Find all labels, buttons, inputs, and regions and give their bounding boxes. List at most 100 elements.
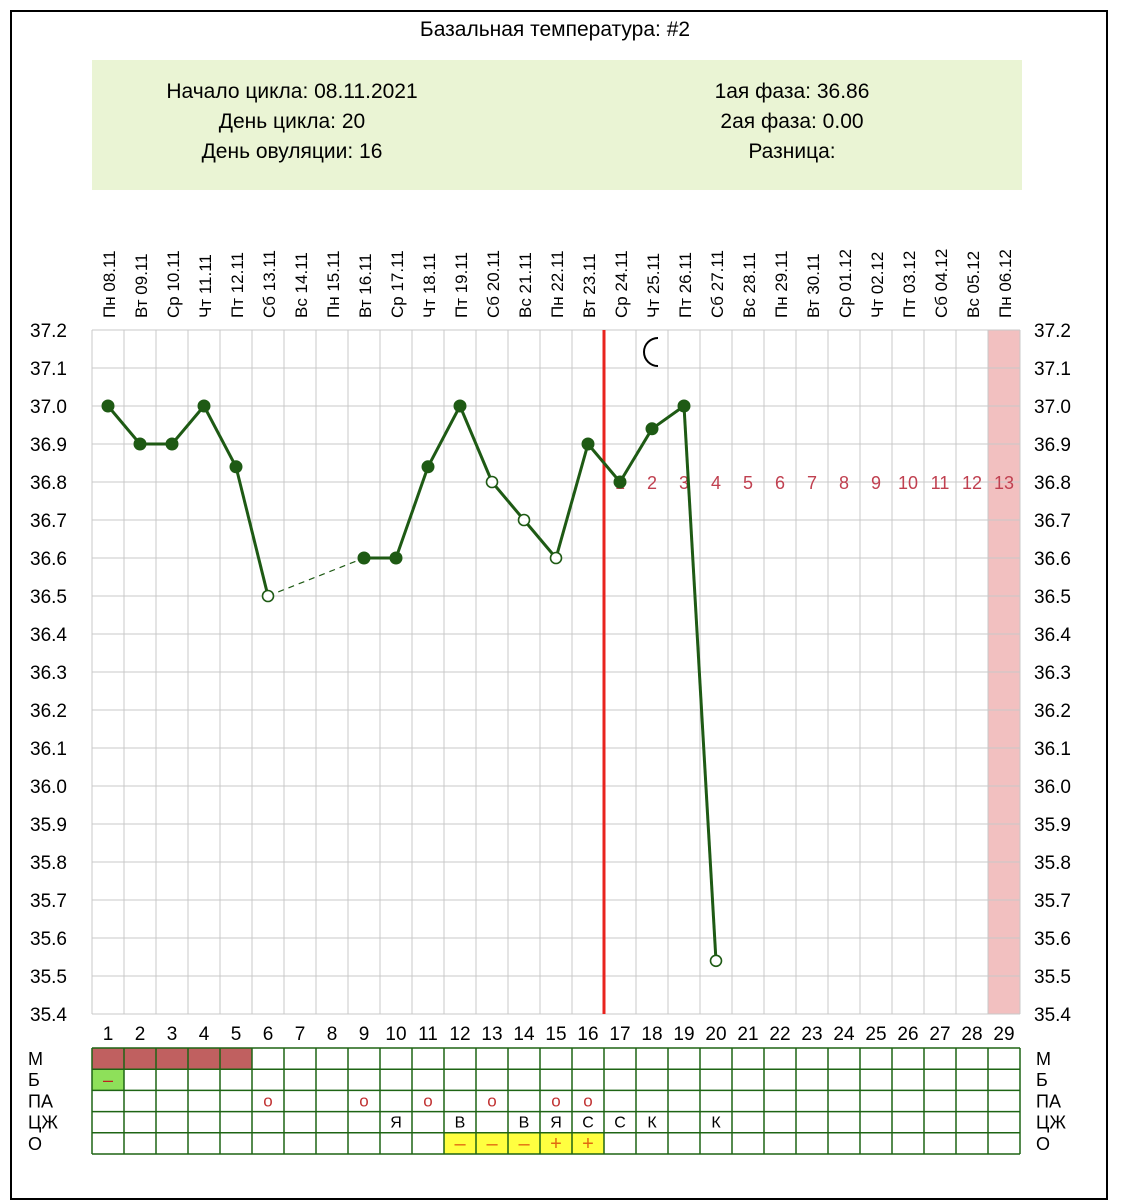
temperature-segment: [426, 405, 462, 468]
temperature-point-hollow: [549, 551, 563, 565]
temperature-segment: [618, 428, 654, 483]
y-tick-label-right: 35.5: [1034, 967, 1071, 988]
temperature-segment: [651, 404, 685, 431]
y-tick-label-right: 37.0: [1034, 397, 1071, 418]
temperature-segment: [106, 405, 142, 445]
date-label: Вт 30.11: [804, 253, 823, 318]
o-cell-mark: +: [582, 1133, 594, 1155]
day-number-label: 16: [577, 1024, 598, 1045]
day-number-label: 14: [513, 1024, 535, 1045]
temperature-point: [581, 437, 595, 451]
day-number-label: 12: [449, 1024, 470, 1045]
temperature-point: [453, 399, 467, 413]
table-row-label-right: ЦЖ: [1036, 1113, 1066, 1133]
temperature-point-hollow: [709, 954, 723, 968]
chart-frame: [10, 10, 1108, 1200]
date-label: Ср 24.11: [612, 250, 631, 318]
cz-mark: С: [614, 1115, 626, 1132]
y-tick-label-right: 36.0: [1034, 777, 1071, 798]
day-number-label: 18: [641, 1024, 662, 1045]
date-label: Ср 10.11: [164, 250, 183, 318]
y-tick-label-left: 35.7: [30, 891, 67, 912]
day-number-label: 28: [961, 1024, 982, 1045]
temperature-point: [357, 551, 371, 565]
y-tick-label-left: 36.4: [30, 625, 67, 646]
date-label: Сб 04.12: [932, 249, 951, 318]
date-label: Чт 11.11: [196, 254, 215, 318]
pa-mark: o: [263, 1091, 272, 1110]
temperature-point-hollow: [261, 589, 275, 603]
postovulation-day-label: 4: [711, 473, 721, 493]
y-tick-label-left: 36.2: [30, 701, 67, 722]
y-tick-label-left: 37.2: [30, 321, 67, 342]
temperature-segment: [682, 405, 718, 961]
day-number-label: 29: [993, 1024, 1014, 1045]
table-row-label-left: ЦЖ: [28, 1113, 58, 1133]
day-number-label: 21: [737, 1024, 758, 1045]
day-number-label: 13: [481, 1024, 502, 1045]
day-number-label: 24: [833, 1024, 855, 1045]
temperature-point-hollow: [485, 475, 499, 489]
y-tick-label-left: 37.1: [30, 359, 67, 380]
y-tick-label-right: 36.2: [1034, 701, 1071, 722]
y-tick-label-right: 37.1: [1034, 359, 1071, 380]
y-tick-label-left: 36.0: [30, 777, 67, 798]
y-tick-label-right: 35.7: [1034, 891, 1071, 912]
o-cell-fill: [572, 1132, 604, 1154]
temperature-segment: [394, 466, 430, 559]
cz-mark: В: [519, 1115, 530, 1132]
temperature-segment: [202, 405, 238, 468]
postovulation-day-label: 5: [743, 473, 753, 493]
y-tick-label-right: 35.8: [1034, 853, 1071, 874]
b-cell-fill: [92, 1069, 124, 1091]
date-label: Пн 22.11: [548, 250, 567, 318]
o-cell-mark: +: [550, 1133, 562, 1155]
date-label: Пн 29.11: [772, 250, 791, 318]
date-label: Чт 18.11: [420, 253, 439, 318]
date-label: Ср 01.12: [836, 249, 855, 318]
table-row-label-right: О: [1036, 1134, 1050, 1154]
temperature-segment: [490, 481, 526, 521]
day-number-label: 19: [673, 1024, 694, 1045]
y-tick-label-left: 35.8: [30, 853, 67, 874]
y-tick-label-right: 36.9: [1034, 435, 1071, 456]
table-row-label-right: Б: [1036, 1070, 1048, 1090]
y-tick-label-right: 36.5: [1034, 587, 1071, 608]
postovulation-day-label: 9: [871, 473, 881, 493]
day-number-label: 22: [769, 1024, 790, 1045]
y-tick-label-right: 35.4: [1034, 1005, 1071, 1026]
y-tick-label-right: 36.4: [1034, 625, 1071, 646]
date-label: Чт 25.11: [644, 253, 663, 318]
temperature-point: [677, 399, 691, 413]
chart-title: Базальная температура: #2: [419, 18, 691, 41]
date-label: Вс 28.11: [740, 252, 759, 318]
day-number-label: 10: [385, 1024, 406, 1045]
cz-mark: Я: [390, 1115, 402, 1132]
day-number-label: 3: [167, 1024, 178, 1045]
y-tick-label-right: 36.1: [1034, 739, 1071, 760]
day-number-label: 5: [231, 1024, 242, 1045]
y-tick-label-left: 35.6: [30, 929, 67, 950]
day-number-label: 11: [418, 1024, 438, 1045]
ovulation-day: День овуляции: 16: [201, 140, 383, 163]
y-tick-label-left: 36.5: [30, 587, 67, 608]
y-tick-label-left: 36.9: [30, 435, 67, 456]
day-number-label: 20: [705, 1024, 726, 1045]
date-label: Пн 06.12: [996, 249, 1015, 318]
day-number-label: 23: [801, 1024, 822, 1045]
day-number-label: 4: [199, 1024, 210, 1045]
y-tick-label-left: 35.5: [30, 967, 67, 988]
y-tick-label-right: 35.9: [1034, 815, 1071, 836]
date-label: Сб 13.11: [260, 250, 279, 318]
postovulation-day-label: 13: [994, 473, 1014, 493]
table-row-label-right: ПА: [1036, 1091, 1061, 1111]
o-cell-fill: [508, 1132, 540, 1154]
temperature-segment: [586, 443, 622, 483]
date-label: Пт 12.11: [228, 252, 247, 318]
y-tick-label-right: 35.6: [1034, 929, 1071, 950]
cycle-info-panel: Начало цикла: 08.11.2021 День цикла: 20 …: [92, 60, 1022, 190]
temperature-point: [101, 399, 115, 413]
y-tick-label-right: 36.7: [1034, 511, 1071, 532]
temperature-point: [645, 422, 659, 436]
cz-mark: С: [582, 1115, 594, 1132]
